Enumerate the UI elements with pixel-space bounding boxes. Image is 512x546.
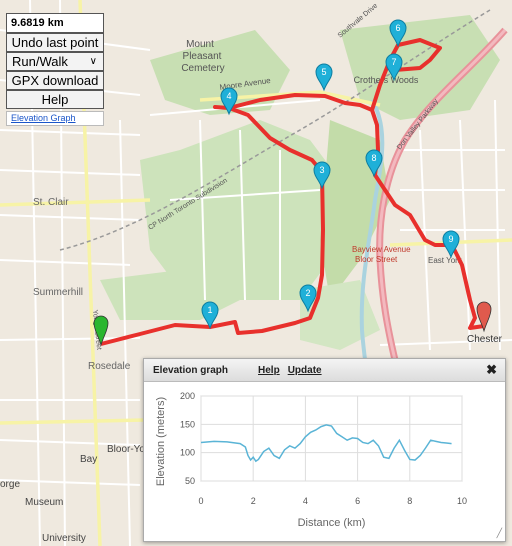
route-controls: 9.6819 km Undo last point Run/Walk ∨ GPX…: [6, 13, 104, 126]
map-label-bay: Bay: [80, 454, 97, 465]
route-line[interactable]: [100, 93, 485, 346]
route-marker-label: 5: [321, 67, 326, 77]
map-label-pleasant: Pleasant: [183, 51, 222, 62]
map-label-crothers-woods: Crothers Woods: [354, 75, 419, 85]
x-tick-label: 2: [251, 496, 256, 506]
resize-handle[interactable]: ╱: [496, 528, 502, 538]
start-pin-icon[interactable]: [93, 315, 109, 347]
route-marker-label: 7: [391, 57, 396, 67]
map-label-bayview: Bayview Avenue: [352, 245, 411, 254]
route-marker-label: 3: [319, 165, 324, 175]
railway: [59, 9, 491, 251]
elevation-update-link[interactable]: Update: [287, 364, 322, 376]
map-label-mount: Mount: [186, 39, 214, 50]
elevation-panel-title: Elevation graph: [153, 364, 229, 376]
map-label-bloor: Bloor Street: [355, 255, 398, 264]
route-marker-5[interactable]: 5: [315, 63, 333, 92]
park-areas: [100, 15, 500, 350]
x-tick-label: 4: [303, 496, 308, 506]
elevation-chart: 50 100 150 200 0 2 4 6 8 10 Distance (km) Elevation…: [155, 391, 467, 529]
route-marker-label: 2: [305, 288, 310, 298]
route-marker-4[interactable]: 4: [220, 87, 238, 116]
route-spur: [370, 38, 442, 111]
elevation-panel-header: Elevation graph Help Update ✖: [144, 359, 505, 382]
y-axis-title: Elevation (meters): [155, 397, 167, 486]
gpx-download-button[interactable]: GPX download: [6, 71, 104, 90]
elevation-help-link[interactable]: Help: [258, 364, 280, 376]
x-axis-title: Distance (km): [298, 517, 366, 529]
undo-button[interactable]: Undo last point: [6, 33, 104, 52]
x-tick-label: 6: [355, 496, 360, 506]
close-icon[interactable]: ✖: [486, 362, 497, 377]
map-label-museum: Museum: [25, 497, 63, 508]
y-tick-label: 50: [185, 476, 195, 486]
plot-area: [200, 395, 463, 482]
chevron-down-icon: ∨: [89, 56, 97, 67]
route-marker-2[interactable]: 2: [299, 284, 317, 313]
map-label-summerhill: Summerhill: [33, 287, 83, 298]
map-label-rosedale: Rosedale: [88, 361, 131, 372]
route-marker-6[interactable]: 6: [389, 19, 407, 48]
route-marker-label: 9: [448, 234, 453, 244]
map-label-cemetery: Cemetery: [181, 63, 224, 74]
map-label-chester: Chester: [467, 334, 503, 345]
map-label-george: orge: [0, 479, 20, 490]
route-marker-1[interactable]: 1: [201, 301, 219, 330]
route-marker-label: 4: [226, 91, 231, 101]
y-tick-label: 150: [180, 419, 195, 429]
end-pin-icon[interactable]: [476, 301, 492, 333]
mode-select[interactable]: Run/Walk ∨: [6, 52, 104, 71]
x-tick-label: 10: [457, 496, 467, 506]
x-tick-label: 0: [198, 496, 203, 506]
route-marker-label: 8: [371, 153, 376, 163]
y-tick-label: 100: [180, 448, 195, 458]
map-label-university: University: [42, 533, 86, 544]
distance-display: 9.6819 km: [6, 13, 104, 33]
x-tick-label: 8: [407, 496, 412, 506]
elevation-graph-link[interactable]: Elevation Graph: [6, 111, 104, 126]
route-marker-8[interactable]: 8: [365, 149, 383, 178]
help-button[interactable]: Help: [6, 90, 104, 109]
route-marker-9[interactable]: 9: [442, 230, 460, 259]
map-label-bloor-yonge: Bloor-Yonge: [107, 444, 162, 455]
elevation-series-line: [200, 424, 452, 463]
mode-select-value: Run/Walk: [12, 54, 68, 69]
y-tick-label: 200: [180, 391, 195, 401]
map-label-st-clair: St. Clair: [33, 197, 69, 208]
route-marker-label: 6: [395, 23, 400, 33]
map-label-east-york: East York: [428, 256, 463, 265]
route-marker-3[interactable]: 3: [313, 161, 331, 190]
route-marker-label: 1: [207, 305, 212, 315]
elevation-panel: Elevation graph Help Update ✖ 50 100 150 20…: [143, 358, 506, 542]
route-marker-7[interactable]: 7: [385, 53, 403, 82]
